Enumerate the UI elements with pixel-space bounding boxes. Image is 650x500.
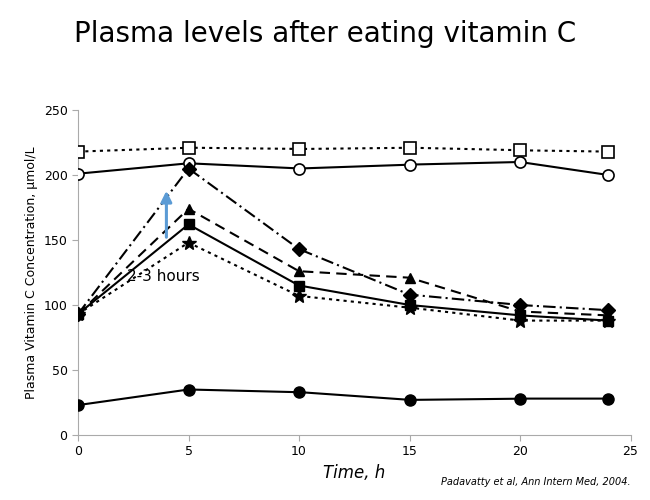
X-axis label: Time, h: Time, h xyxy=(323,464,385,482)
Text: 2-3 hours: 2-3 hours xyxy=(127,268,200,283)
Text: Padavatty et al, Ann Intern Med, 2004.: Padavatty et al, Ann Intern Med, 2004. xyxy=(441,477,630,487)
Text: Plasma levels after eating vitamin C: Plasma levels after eating vitamin C xyxy=(74,20,576,48)
Y-axis label: Plasma Vitamin C Concentration, μmol/L: Plasma Vitamin C Concentration, μmol/L xyxy=(25,146,38,399)
